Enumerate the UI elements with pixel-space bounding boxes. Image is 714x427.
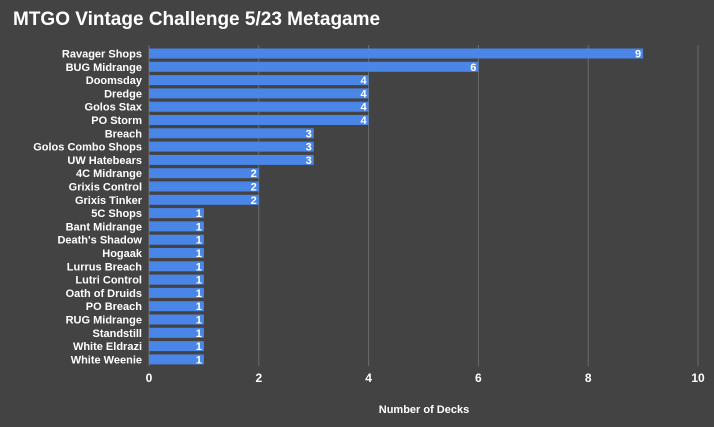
bar — [149, 354, 204, 365]
data-label: 4 — [360, 75, 367, 87]
bar — [149, 154, 314, 165]
category-label: Bant Midrange — [66, 221, 142, 233]
data-label: 1 — [196, 341, 202, 353]
data-label: 3 — [306, 142, 312, 154]
bar — [149, 115, 369, 125]
bar — [149, 88, 369, 99]
data-label: 4 — [360, 115, 367, 127]
x-tick-label: 0 — [146, 371, 153, 385]
data-label: 1 — [196, 275, 202, 287]
bar — [149, 274, 204, 285]
data-label: 2 — [251, 168, 257, 180]
x-tick-label: 6 — [475, 371, 482, 385]
bar — [149, 248, 204, 258]
x-axis-title: Number of Decks — [379, 404, 469, 416]
data-label: 4 — [360, 88, 367, 100]
category-label: Lurrus Breach — [67, 261, 142, 273]
data-label: 1 — [196, 315, 202, 327]
bar — [149, 287, 204, 298]
chart-title: MTGO Vintage Challenge 5/23 Metagame — [13, 9, 381, 30]
category-label: Standstill — [92, 328, 142, 340]
bar — [149, 128, 314, 139]
data-label: 1 — [196, 301, 202, 313]
data-label: 9 — [635, 49, 641, 61]
bar — [149, 314, 204, 325]
bars — [149, 48, 644, 365]
category-label: Golos Combo Shops — [33, 142, 142, 154]
category-label: White Weenie — [71, 354, 142, 366]
category-label: Grixis Tinker — [75, 195, 143, 207]
bar — [149, 261, 204, 272]
bar — [149, 301, 204, 312]
bar — [149, 141, 314, 152]
category-label: White Eldrazi — [73, 341, 142, 353]
category-label: Oath of Druids — [66, 288, 142, 300]
bar — [149, 194, 259, 205]
data-label: 2 — [251, 182, 257, 194]
bar — [149, 168, 259, 179]
category-label: Doomsday — [86, 75, 143, 87]
x-axis-ticks: 0 2 4 6 8 10 — [146, 371, 705, 385]
category-label: Ravager Shops — [62, 49, 142, 61]
category-label: Lutri Control — [75, 275, 142, 287]
data-label: 2 — [251, 195, 257, 207]
bar — [149, 181, 259, 192]
category-label: 5C Shops — [91, 208, 142, 220]
x-tick-label: 4 — [365, 371, 372, 385]
data-label: 6 — [470, 62, 476, 74]
category-label: Golos Stax — [85, 102, 143, 114]
x-tick-label: 8 — [585, 371, 592, 385]
data-label: 1 — [196, 261, 202, 273]
bar — [149, 234, 204, 245]
bar — [149, 327, 204, 338]
category-label: PO Breach — [86, 301, 143, 313]
data-label: 3 — [306, 128, 312, 140]
category-label: Dredge — [104, 88, 142, 100]
data-label: 1 — [196, 288, 202, 300]
x-tick-label: 10 — [691, 371, 705, 385]
bar — [149, 221, 204, 232]
data-label: 1 — [196, 354, 202, 366]
bar — [149, 341, 204, 352]
category-label: BUG Midrange — [66, 62, 142, 74]
bar — [149, 75, 369, 86]
data-label: 4 — [360, 102, 367, 114]
category-label: PO Storm — [91, 115, 142, 127]
data-label: 1 — [196, 328, 202, 340]
data-label: 1 — [196, 221, 202, 233]
data-label: 1 — [196, 208, 202, 220]
bar — [149, 61, 479, 72]
category-label: RUG Midrange — [66, 315, 142, 327]
bar — [149, 48, 644, 59]
category-label: Hogaak — [102, 248, 143, 260]
data-label: 1 — [196, 235, 202, 247]
bar — [149, 101, 369, 112]
data-label: 1 — [196, 248, 202, 260]
data-label: 3 — [306, 155, 312, 167]
bar — [149, 208, 204, 219]
category-label: Grixis Control — [69, 182, 142, 194]
x-tick-label: 2 — [255, 371, 262, 385]
category-label: Breach — [105, 128, 143, 140]
category-label: UW Hatebears — [67, 155, 142, 167]
gridlines — [148, 45, 699, 367]
category-label: 4C Midrange — [76, 168, 142, 180]
category-label: Death's Shadow — [57, 235, 142, 247]
